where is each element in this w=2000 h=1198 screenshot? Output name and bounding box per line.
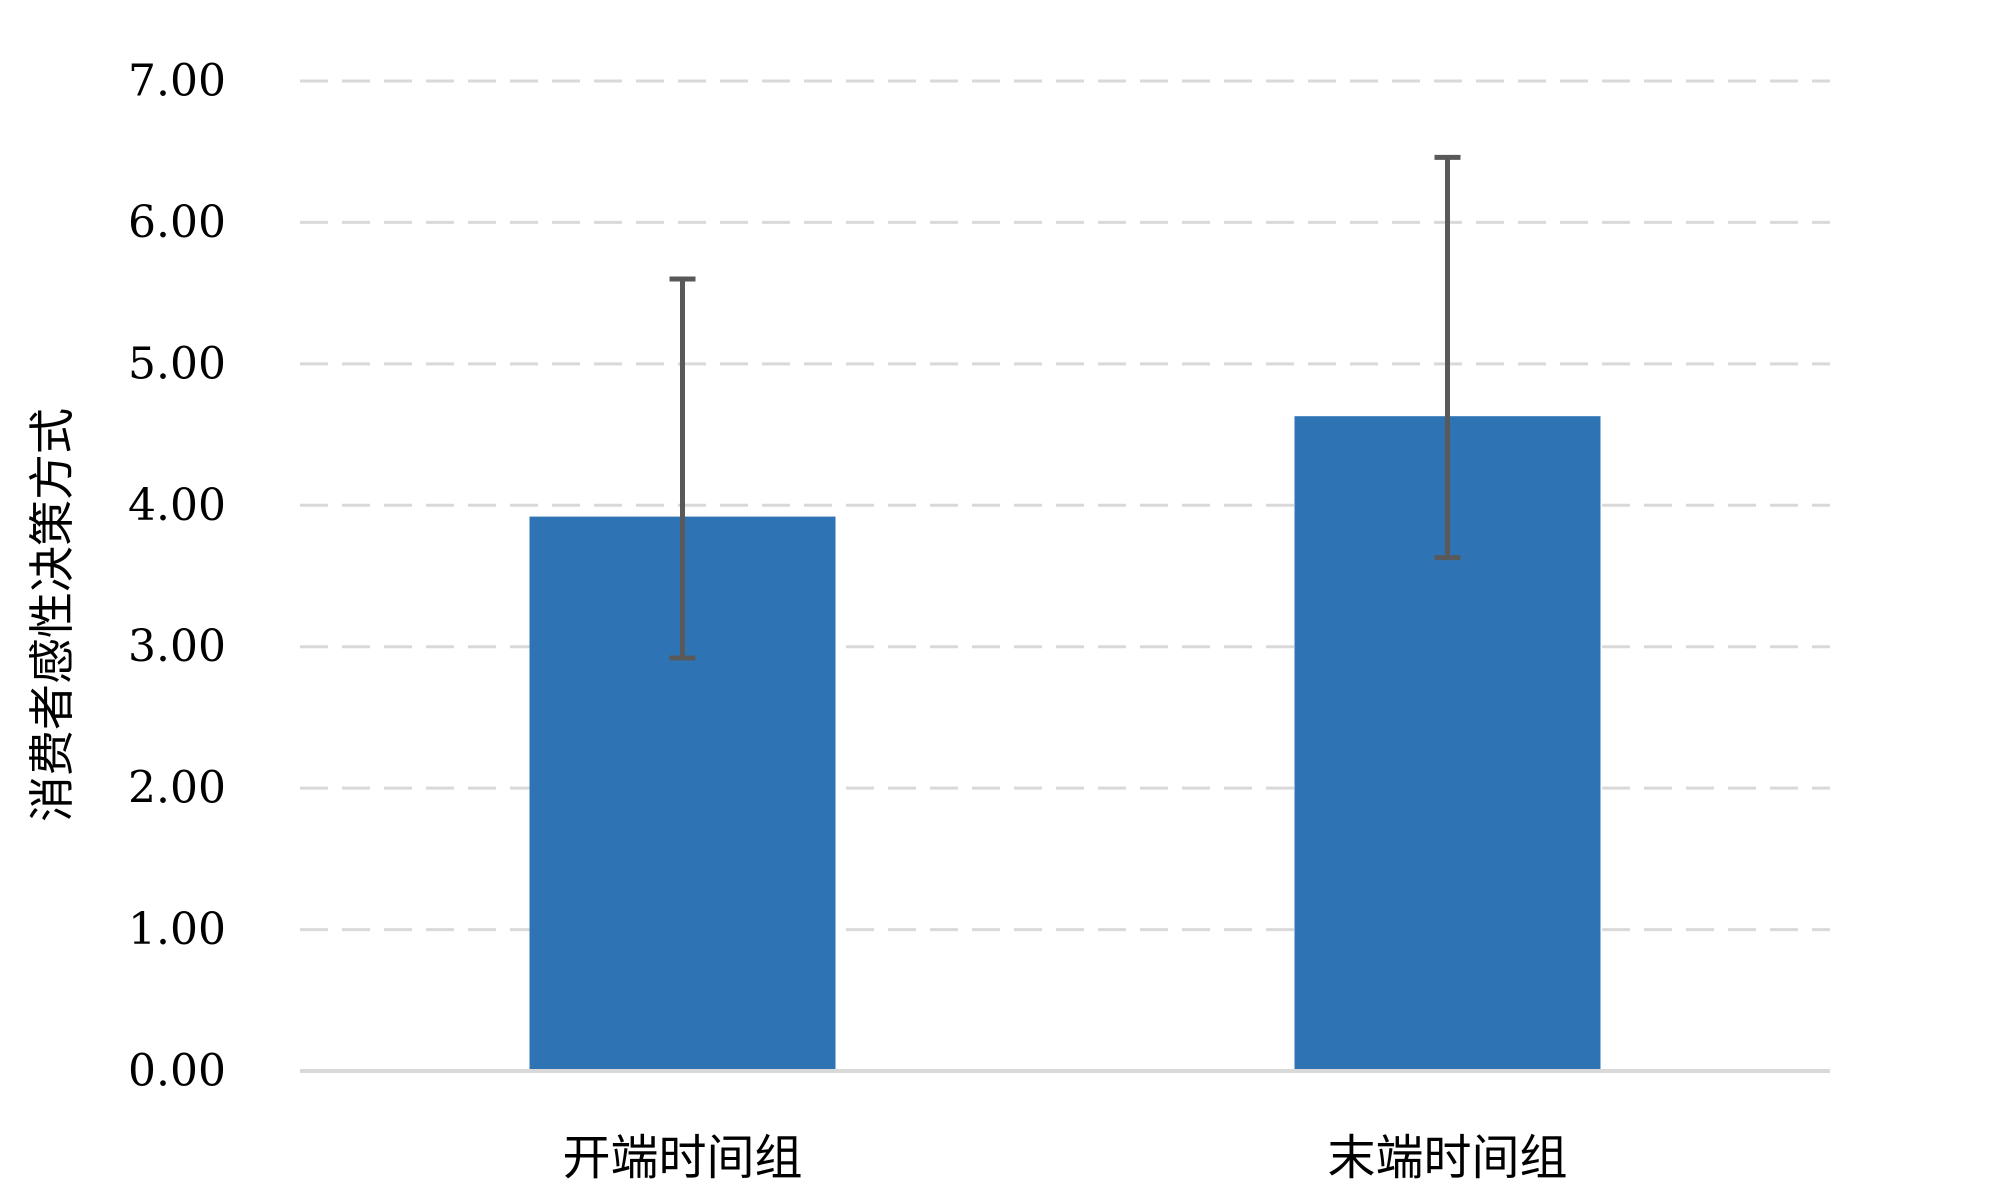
y-tick-label: 4.00 [128, 480, 226, 531]
y-tick-labels: 0.00 1.00 2.00 3.00 4.00 5.00 6.00 7.00 [128, 56, 226, 1097]
y-tick-label: 7.00 [128, 56, 226, 107]
x-category-labels: 开端时间组 末端时间组 [562, 1130, 1567, 1186]
y-tick-label: 1.00 [128, 904, 226, 955]
x-category-label: 开端时间组 [562, 1130, 802, 1186]
x-category-label: 末端时间组 [1327, 1130, 1567, 1186]
error-bars [669, 154, 1461, 661]
y-axis-title: 消费者感性决策方式 [25, 408, 79, 822]
y-tick-label: 5.00 [128, 338, 226, 389]
y-tick-label: 2.00 [128, 763, 226, 814]
y-tick-label: 6.00 [128, 197, 226, 248]
y-tick-label: 0.00 [128, 1046, 226, 1097]
bars [529, 416, 1601, 1072]
y-tick-label: 3.00 [128, 621, 226, 672]
